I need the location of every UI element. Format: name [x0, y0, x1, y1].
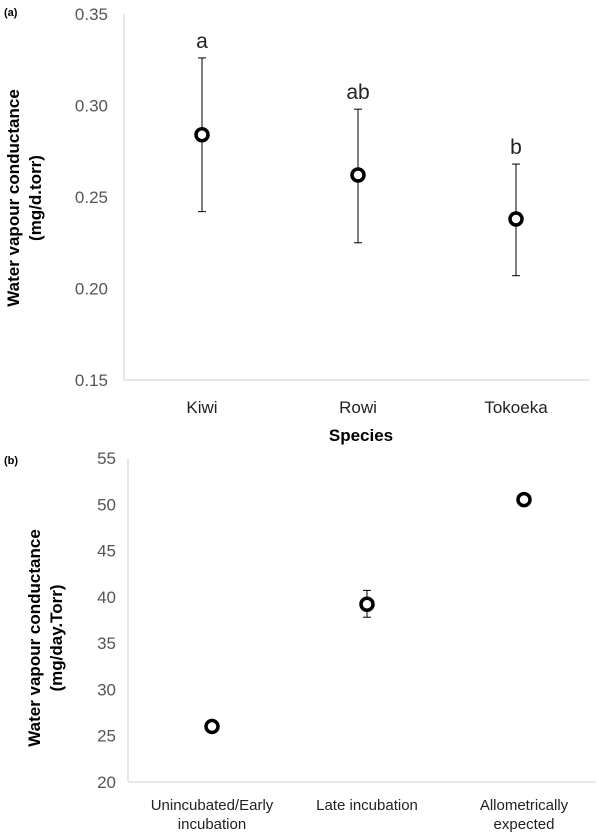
significance-letter: ab	[346, 81, 369, 104]
significance-letter: b	[510, 136, 522, 159]
chart-panel-a: (a) Water vapour conductance (mg/d.torr)…	[4, 5, 590, 445]
panel-b-y-tick-label: 55	[97, 449, 116, 468]
panel-b-y-tick-label: 30	[97, 680, 116, 699]
data-point	[508, 211, 524, 227]
data-point	[204, 718, 220, 735]
panel-b-x-tick-label: Late incubation	[316, 797, 418, 814]
panel-b-y-tick-label: 20	[97, 773, 116, 792]
significance-letter: a	[196, 30, 208, 53]
panel-b-y-tick-label: 50	[97, 495, 116, 514]
panel-a-y-axis-label-line2: (mg/d.torr)	[26, 155, 45, 241]
data-point	[359, 596, 375, 613]
panel-b-y-tick-label: 45	[97, 542, 116, 561]
panel-a-y-tick-label: 0.25	[75, 188, 108, 207]
panel-a-y-tick-label: 0.15	[75, 371, 108, 390]
panel-b-y-axis-label-line2: (mg/day.Torr)	[47, 584, 66, 691]
data-point	[194, 127, 210, 143]
panel-a-x-tick-label: Kiwi	[186, 398, 217, 417]
panel-b-x-tick-label: expected	[494, 816, 555, 833]
chart-panel-b: (b) Water vapour conductance (mg/day.Tor…	[4, 449, 596, 833]
panel-b-y-tick-label: 40	[97, 588, 116, 607]
panel-a-y-tick-label: 0.35	[75, 5, 108, 24]
panel-a-y-axis-label-line1: Water vapour conductance	[4, 89, 23, 307]
panel-b-x-tick-label: Allometrically	[480, 797, 569, 814]
panel-a-label: (a)	[4, 7, 18, 19]
panel-a-x-tick-label: Tokoeka	[484, 398, 548, 417]
panel-b-y-tick-label: 35	[97, 634, 116, 653]
panel-b-x-tick-label: Unincubated/Early	[151, 797, 274, 814]
data-point	[516, 491, 532, 508]
panel-a-x-tick-label: Rowi	[339, 398, 377, 417]
panel-b-x-tick-label: incubation	[178, 816, 246, 833]
panel-a-y-tick-label: 0.20	[75, 280, 108, 299]
panel-b-y-tick-label: 25	[97, 727, 116, 746]
panel-b-y-axis-label-line1: Water vapour conductance	[25, 529, 44, 747]
panel-a-y-tick-label: 0.30	[75, 97, 108, 116]
panel-b-label: (b)	[4, 455, 18, 467]
panel-a-x-axis-label: Species	[329, 426, 393, 445]
data-point	[350, 167, 366, 183]
